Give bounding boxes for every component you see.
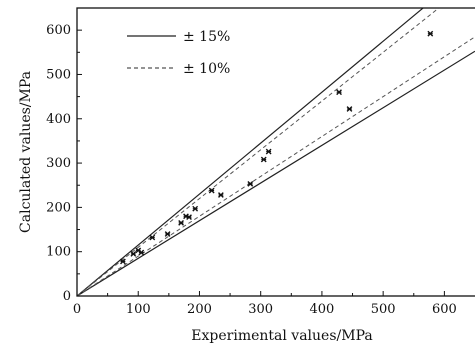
data-point (260, 156, 267, 163)
band-line-solid-upper (77, 8, 425, 296)
legend: ± 15% ± 10% (127, 29, 230, 77)
data-point (120, 258, 126, 265)
legend-item: ± 15% (127, 29, 230, 45)
data-point (130, 251, 137, 257)
legend-label: ± 10% (183, 61, 230, 77)
data-point (138, 249, 145, 256)
axes: 0 100 200 300 400 500 600 0 100 200 300 400 500 600 (46, 7, 475, 317)
legend-item: ± 10% (127, 61, 230, 77)
band-line-dashed-upper (77, 8, 440, 296)
band-line-dashed-lower (77, 36, 475, 296)
data-point (186, 214, 192, 221)
x-tick-label: 200 (187, 302, 212, 317)
y-tick-label: 0 (63, 289, 71, 304)
data-point (427, 30, 434, 37)
data-point (247, 181, 254, 187)
band-line-solid-lower (77, 50, 475, 296)
data-point (178, 219, 184, 226)
x-tick-label: 100 (126, 302, 151, 317)
plot-frame (76, 7, 475, 297)
y-tick-label: 400 (46, 112, 71, 127)
data-point (192, 205, 199, 212)
data-point (164, 231, 171, 237)
data-point (336, 89, 342, 96)
data-point (346, 106, 353, 112)
data-point (208, 187, 215, 194)
data-points (120, 30, 434, 265)
x-tick-label: 300 (248, 302, 273, 317)
y-tick-label: 100 (46, 245, 71, 260)
y-axis-title: Calculated values/MPa (18, 71, 34, 233)
y-tick-label: 600 (46, 23, 71, 38)
data-point (217, 192, 224, 198)
legend-label: ± 15% (183, 29, 230, 45)
x-axis-title: Experimental values/MPa (191, 328, 372, 344)
x-tick-label: 400 (310, 302, 335, 317)
x-tick-label: 500 (371, 302, 396, 317)
data-point (265, 148, 272, 155)
x-tick-label: 0 (73, 302, 81, 317)
y-tick-label: 500 (46, 67, 71, 82)
y-tick-label: 300 (46, 156, 71, 171)
y-tick-label: 200 (46, 200, 71, 215)
data-point (149, 234, 156, 241)
x-tick-label: 600 (432, 302, 457, 317)
